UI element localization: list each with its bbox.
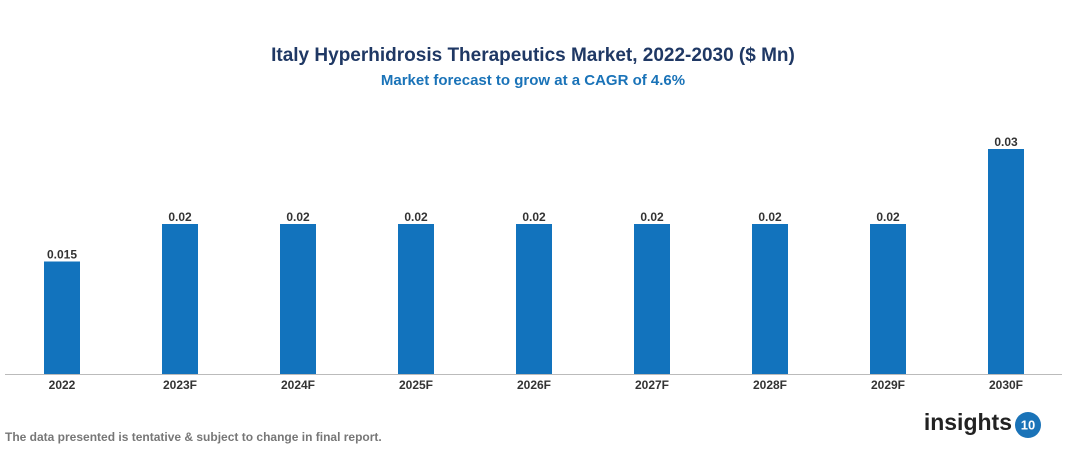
x-tick-label: 2022 [49, 378, 76, 392]
value-label: 0.015 [47, 248, 77, 262]
bar [870, 224, 906, 374]
x-tick-label: 2025F [399, 378, 433, 392]
value-label: 0.02 [522, 210, 546, 224]
x-tick-label: 2023F [163, 378, 197, 392]
x-tick-label: 2028F [753, 378, 787, 392]
value-label: 0.02 [404, 210, 428, 224]
value-label: 0.02 [168, 210, 192, 224]
bar [398, 224, 434, 374]
value-label: 0.02 [286, 210, 310, 224]
x-tick-label: 2030F [989, 378, 1023, 392]
footnote: The data presented is tentative & subjec… [5, 430, 382, 444]
bar [634, 224, 670, 374]
x-tick-label: 2027F [635, 378, 669, 392]
logo-badge-circle [1015, 412, 1041, 438]
bar [516, 224, 552, 374]
x-tick-label: 2024F [281, 378, 315, 392]
chart-subtitle: Market forecast to grow at a CAGR of 4.6… [381, 72, 685, 89]
value-label: 0.03 [994, 135, 1018, 149]
bar [280, 224, 316, 374]
logo-badge: 10 [1021, 417, 1035, 432]
chart-title: Italy Hyperhidrosis Therapeutics Market,… [271, 45, 795, 66]
bar [44, 261, 80, 374]
value-label: 0.02 [758, 210, 782, 224]
logo-text: insights [924, 409, 1012, 435]
x-tick-label: 2026F [517, 378, 551, 392]
x-tick-label: 2029F [871, 378, 905, 392]
bar [988, 149, 1024, 374]
value-label: 0.02 [876, 210, 900, 224]
value-label: 0.02 [640, 210, 664, 224]
bar [752, 224, 788, 374]
bar [162, 224, 198, 374]
